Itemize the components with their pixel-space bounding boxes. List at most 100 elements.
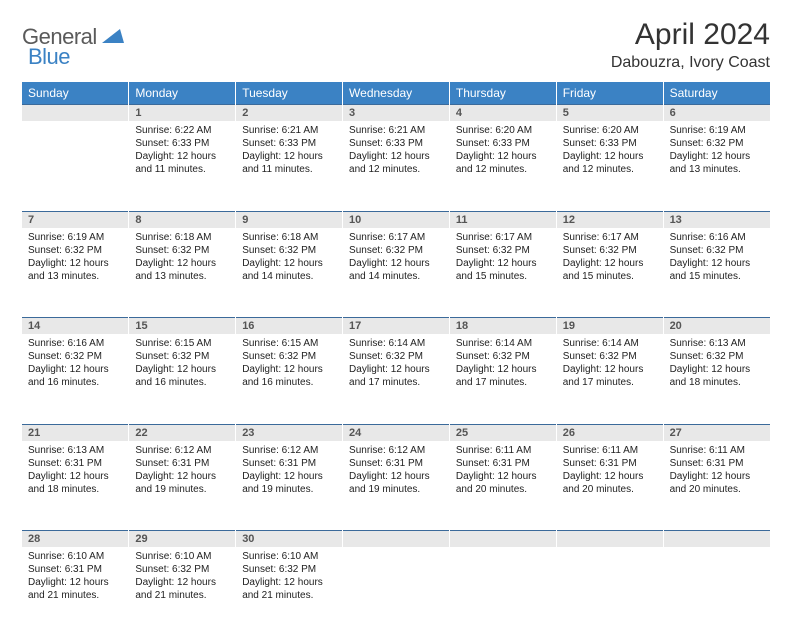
day-number: 10 <box>343 211 450 228</box>
day-cell: Sunrise: 6:20 AMSunset: 6:33 PMDaylight:… <box>556 121 663 211</box>
sunset-text: Sunset: 6:31 PM <box>28 457 122 470</box>
day-cell: Sunrise: 6:10 AMSunset: 6:32 PMDaylight:… <box>236 547 343 637</box>
day-cell: Sunrise: 6:11 AMSunset: 6:31 PMDaylight:… <box>556 441 663 531</box>
month-title: April 2024 <box>611 18 770 52</box>
sunrise-text: Sunrise: 6:12 AM <box>349 444 443 457</box>
sunset-text: Sunset: 6:31 PM <box>563 457 657 470</box>
day-cell <box>663 547 770 637</box>
sunset-text: Sunset: 6:32 PM <box>242 350 336 363</box>
daylight-text: Daylight: 12 hours and 12 minutes. <box>349 150 443 176</box>
sunrise-text: Sunrise: 6:16 AM <box>670 231 764 244</box>
day-cell: Sunrise: 6:12 AMSunset: 6:31 PMDaylight:… <box>129 441 236 531</box>
day-cell: Sunrise: 6:12 AMSunset: 6:31 PMDaylight:… <box>236 441 343 531</box>
sunset-text: Sunset: 6:32 PM <box>349 350 443 363</box>
day-cell: Sunrise: 6:17 AMSunset: 6:32 PMDaylight:… <box>556 228 663 318</box>
sunrise-text: Sunrise: 6:17 AM <box>349 231 443 244</box>
sunrise-text: Sunrise: 6:20 AM <box>563 124 657 137</box>
sunset-text: Sunset: 6:32 PM <box>563 350 657 363</box>
day-cell: Sunrise: 6:16 AMSunset: 6:32 PMDaylight:… <box>663 228 770 318</box>
day-cell: Sunrise: 6:19 AMSunset: 6:32 PMDaylight:… <box>22 228 129 318</box>
day-cell: Sunrise: 6:13 AMSunset: 6:31 PMDaylight:… <box>22 441 129 531</box>
sunrise-text: Sunrise: 6:16 AM <box>28 337 122 350</box>
sunrise-text: Sunrise: 6:12 AM <box>135 444 229 457</box>
day-number: 3 <box>343 105 450 122</box>
daylight-text: Daylight: 12 hours and 21 minutes. <box>242 576 336 602</box>
sunset-text: Sunset: 6:32 PM <box>670 350 764 363</box>
sunset-text: Sunset: 6:32 PM <box>456 350 550 363</box>
daylight-text: Daylight: 12 hours and 15 minutes. <box>670 257 764 283</box>
sunset-text: Sunset: 6:31 PM <box>349 457 443 470</box>
sunset-text: Sunset: 6:32 PM <box>242 563 336 576</box>
daylight-text: Daylight: 12 hours and 12 minutes. <box>563 150 657 176</box>
day-header: Thursday <box>449 82 556 105</box>
daylight-text: Daylight: 12 hours and 15 minutes. <box>456 257 550 283</box>
day-header: Friday <box>556 82 663 105</box>
sunrise-text: Sunrise: 6:21 AM <box>349 124 443 137</box>
day-cell: Sunrise: 6:18 AMSunset: 6:32 PMDaylight:… <box>236 228 343 318</box>
day-content-row: Sunrise: 6:10 AMSunset: 6:31 PMDaylight:… <box>22 547 770 637</box>
day-header: Wednesday <box>343 82 450 105</box>
day-number: 30 <box>236 531 343 548</box>
daylight-text: Daylight: 12 hours and 14 minutes. <box>349 257 443 283</box>
sunset-text: Sunset: 6:33 PM <box>349 137 443 150</box>
day-cell: Sunrise: 6:21 AMSunset: 6:33 PMDaylight:… <box>343 121 450 211</box>
location: Dabouzra, Ivory Coast <box>611 54 770 72</box>
day-cell: Sunrise: 6:10 AMSunset: 6:31 PMDaylight:… <box>22 547 129 637</box>
day-header: Sunday <box>22 82 129 105</box>
header: General April 2024 Dabouzra, Ivory Coast <box>22 18 770 72</box>
sunrise-text: Sunrise: 6:13 AM <box>670 337 764 350</box>
sunset-text: Sunset: 6:31 PM <box>28 563 122 576</box>
day-number: 11 <box>449 211 556 228</box>
day-number <box>22 105 129 122</box>
day-content-row: Sunrise: 6:19 AMSunset: 6:32 PMDaylight:… <box>22 228 770 318</box>
day-number-row: 123456 <box>22 105 770 122</box>
day-number: 22 <box>129 424 236 441</box>
sunset-text: Sunset: 6:32 PM <box>135 350 229 363</box>
sunrise-text: Sunrise: 6:22 AM <box>135 124 229 137</box>
day-cell: Sunrise: 6:17 AMSunset: 6:32 PMDaylight:… <box>449 228 556 318</box>
sunrise-text: Sunrise: 6:11 AM <box>563 444 657 457</box>
sunrise-text: Sunrise: 6:15 AM <box>135 337 229 350</box>
sunrise-text: Sunrise: 6:10 AM <box>135 550 229 563</box>
day-number: 12 <box>556 211 663 228</box>
day-header-row: SundayMondayTuesdayWednesdayThursdayFrid… <box>22 82 770 105</box>
day-number: 13 <box>663 211 770 228</box>
daylight-text: Daylight: 12 hours and 15 minutes. <box>563 257 657 283</box>
day-cell: Sunrise: 6:14 AMSunset: 6:32 PMDaylight:… <box>449 334 556 424</box>
sunset-text: Sunset: 6:33 PM <box>563 137 657 150</box>
day-number-row: 78910111213 <box>22 211 770 228</box>
daylight-text: Daylight: 12 hours and 18 minutes. <box>670 363 764 389</box>
day-cell: Sunrise: 6:15 AMSunset: 6:32 PMDaylight:… <box>236 334 343 424</box>
sunrise-text: Sunrise: 6:21 AM <box>242 124 336 137</box>
day-cell: Sunrise: 6:16 AMSunset: 6:32 PMDaylight:… <box>22 334 129 424</box>
day-number: 4 <box>449 105 556 122</box>
sunset-text: Sunset: 6:31 PM <box>135 457 229 470</box>
day-number: 19 <box>556 318 663 335</box>
daylight-text: Daylight: 12 hours and 21 minutes. <box>28 576 122 602</box>
sunset-text: Sunset: 6:32 PM <box>135 244 229 257</box>
day-number: 7 <box>22 211 129 228</box>
day-cell: Sunrise: 6:14 AMSunset: 6:32 PMDaylight:… <box>556 334 663 424</box>
daylight-text: Daylight: 12 hours and 19 minutes. <box>242 470 336 496</box>
daylight-text: Daylight: 12 hours and 20 minutes. <box>670 470 764 496</box>
calendar-table: SundayMondayTuesdayWednesdayThursdayFrid… <box>22 82 770 637</box>
sunset-text: Sunset: 6:31 PM <box>670 457 764 470</box>
day-content-row: Sunrise: 6:22 AMSunset: 6:33 PMDaylight:… <box>22 121 770 211</box>
sunset-text: Sunset: 6:33 PM <box>135 137 229 150</box>
daylight-text: Daylight: 12 hours and 17 minutes. <box>349 363 443 389</box>
day-header: Tuesday <box>236 82 343 105</box>
day-number: 18 <box>449 318 556 335</box>
daylight-text: Daylight: 12 hours and 19 minutes. <box>135 470 229 496</box>
day-number: 8 <box>129 211 236 228</box>
day-cell: Sunrise: 6:17 AMSunset: 6:32 PMDaylight:… <box>343 228 450 318</box>
day-cell <box>343 547 450 637</box>
logo-triangle-icon <box>102 27 124 48</box>
sunset-text: Sunset: 6:32 PM <box>670 137 764 150</box>
sunset-text: Sunset: 6:32 PM <box>456 244 550 257</box>
day-cell: Sunrise: 6:14 AMSunset: 6:32 PMDaylight:… <box>343 334 450 424</box>
sunrise-text: Sunrise: 6:10 AM <box>28 550 122 563</box>
daylight-text: Daylight: 12 hours and 13 minutes. <box>135 257 229 283</box>
day-number-row: 282930 <box>22 531 770 548</box>
daylight-text: Daylight: 12 hours and 17 minutes. <box>456 363 550 389</box>
day-cell: Sunrise: 6:22 AMSunset: 6:33 PMDaylight:… <box>129 121 236 211</box>
